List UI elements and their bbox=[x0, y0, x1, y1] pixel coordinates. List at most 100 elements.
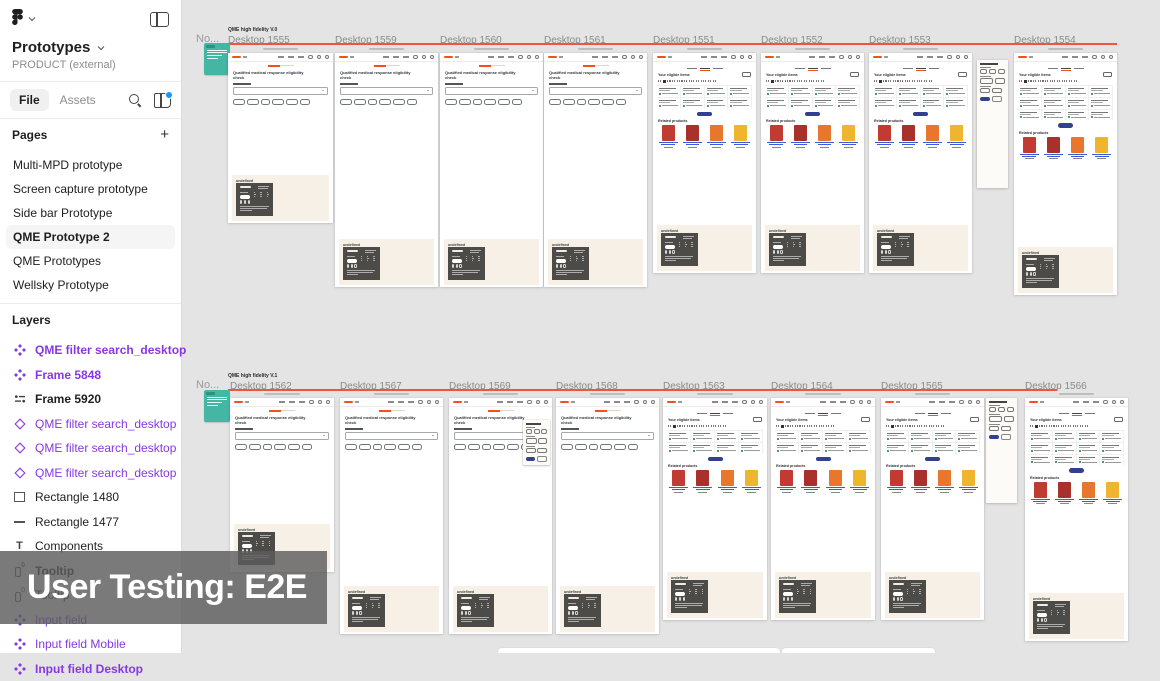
sidebar-layer-item[interactable]: Rectangle 1477 bbox=[0, 510, 181, 535]
mock-site-footer bbox=[448, 247, 485, 279]
frame-annotation bbox=[590, 393, 625, 395]
mock-learn-more-section: undefined bbox=[339, 239, 434, 285]
frame-label[interactable]: Desktop 1567 bbox=[340, 381, 402, 392]
mock-site-footer bbox=[564, 594, 601, 626]
frame-label[interactable]: Desktop 1559 bbox=[335, 35, 397, 46]
mock-learn-more-section: undefined bbox=[765, 225, 860, 271]
mock-learn-more-section: undefined bbox=[560, 586, 655, 632]
sidebar-layer-item[interactable]: QME filter search_desktop bbox=[0, 338, 181, 363]
partial-frame-top[interactable] bbox=[498, 648, 780, 653]
canvas-frame[interactable]: Qualified medical response eligibility c… bbox=[556, 398, 659, 634]
mock-learn-more-section: undefined bbox=[232, 175, 329, 221]
sidebar-layer-item[interactable]: Frame 5848 bbox=[0, 363, 181, 388]
sidebar-page-item[interactable]: Screen capture prototype bbox=[6, 177, 175, 201]
file-subtitle: PRODUCT (external) bbox=[0, 56, 181, 81]
mock-related-products bbox=[761, 124, 864, 150]
frame-label[interactable]: Desktop 1568 bbox=[556, 381, 618, 392]
canvas-frame[interactable]: Qualified medical response eligibility c… bbox=[335, 53, 438, 287]
add-page-icon[interactable]: + bbox=[160, 130, 169, 140]
library-icon[interactable] bbox=[154, 93, 171, 108]
sidebar-page-item[interactable]: QME Prototype 2 bbox=[6, 225, 175, 249]
figma-logo-icon[interactable] bbox=[12, 9, 23, 30]
frame-label[interactable]: Desktop 1554 bbox=[1014, 35, 1076, 46]
frame-annotation bbox=[374, 393, 409, 395]
frame-label[interactable]: Desktop 1561 bbox=[544, 35, 606, 46]
search-icon[interactable] bbox=[128, 93, 142, 107]
mock-site-footer bbox=[877, 233, 914, 265]
frame-annotation bbox=[474, 48, 509, 50]
mock-learn-more-section: undefined bbox=[444, 239, 539, 285]
mock-site-header bbox=[1014, 53, 1117, 62]
mock-learn-more-section: undefined bbox=[873, 225, 968, 271]
filter-panel-frame[interactable] bbox=[977, 60, 1008, 188]
sidebar-layer-item[interactable]: Input field Desktop bbox=[0, 657, 181, 681]
layer-label: Input field Desktop bbox=[35, 662, 143, 676]
mock-results-heading: Your eligible items bbox=[1030, 418, 1062, 422]
filter-panel-frame[interactable] bbox=[986, 398, 1017, 503]
frame-label[interactable]: Desktop 1552 bbox=[761, 35, 823, 46]
canvas-frame[interactable]: Qualified medical response eligibility c… bbox=[340, 398, 443, 634]
main-menu-chevron-icon[interactable] bbox=[28, 15, 36, 23]
sidebar-layer-item[interactable]: QME filter search_desktop bbox=[0, 412, 181, 437]
frame-label[interactable]: Desktop 1563 bbox=[663, 381, 725, 392]
tab-file[interactable]: File bbox=[10, 89, 49, 111]
sidebar-layer-item[interactable]: QME filter search_desktop bbox=[0, 461, 181, 486]
sidebar-tabs: File Assets bbox=[0, 82, 181, 118]
mock-results-heading: Your eligible items bbox=[776, 418, 808, 422]
section-title: QME high fidelity V.0 bbox=[228, 27, 277, 33]
file-title: Prototypes bbox=[12, 39, 90, 56]
sidebar-toggle-icon[interactable] bbox=[150, 12, 169, 27]
sidebar-page-item[interactable]: Wellsky Prototype bbox=[6, 273, 175, 297]
mock-site-footer bbox=[661, 233, 698, 265]
sidebar-layer-item[interactable]: Rectangle 1480 bbox=[0, 485, 181, 510]
mock-learn-more-section: undefined bbox=[1018, 247, 1113, 293]
mock-learn-more-section: undefined bbox=[344, 586, 439, 632]
mock-site-header bbox=[440, 53, 543, 62]
frame-annotation bbox=[369, 48, 404, 50]
sticky-note[interactable] bbox=[204, 43, 230, 75]
frame-label[interactable]: Desktop 1562 bbox=[230, 381, 292, 392]
tab-assets[interactable]: Assets bbox=[51, 89, 105, 111]
sidebar-page-item[interactable]: QME Prototypes bbox=[6, 249, 175, 273]
component-icon bbox=[13, 662, 26, 675]
sidebar-page-item[interactable]: Multi-MPD prototype bbox=[6, 153, 175, 177]
mock-site-footer bbox=[348, 594, 385, 626]
canvas-frame[interactable]: Qualified medical response eligibility c… bbox=[440, 53, 543, 287]
canvas-frame[interactable]: Qualified medical response eligibility c… bbox=[544, 53, 647, 287]
sticky-note[interactable] bbox=[204, 390, 230, 422]
frame-label[interactable]: Desktop 1553 bbox=[869, 35, 931, 46]
frame-label[interactable]: Desktop 1564 bbox=[771, 381, 833, 392]
frame-annotation bbox=[263, 48, 299, 50]
canvas-frame[interactable]: Qualified medical response eligibility c… bbox=[228, 53, 333, 223]
sidebar-layer-item[interactable]: Frame 5920 bbox=[0, 387, 181, 412]
layer-label: Frame 5848 bbox=[35, 368, 101, 382]
file-title-chevron-icon[interactable] bbox=[97, 44, 105, 52]
mock-results-heading: Your eligible items bbox=[766, 73, 798, 77]
mock-related-products bbox=[663, 469, 767, 495]
frame-label[interactable]: Desktop 1565 bbox=[881, 381, 943, 392]
frame-label[interactable]: Desktop 1569 bbox=[449, 381, 511, 392]
mock-results-heading: Your eligible items bbox=[874, 73, 906, 77]
partial-frame-top[interactable] bbox=[782, 648, 935, 653]
section-title: QME high fidelity V.1 bbox=[228, 373, 277, 379]
frame-label[interactable]: Desktop 1555 bbox=[228, 35, 290, 46]
sidebar-layer-item[interactable]: QME filter search_desktop bbox=[0, 436, 181, 461]
canvas-frame[interactable]: Qualified medical response eligibility c… bbox=[230, 398, 334, 572]
canvas-frame[interactable]: Qualified medical response eligibility c… bbox=[449, 398, 552, 634]
sidebar-page-item[interactable]: Side bar Prototype bbox=[6, 201, 175, 225]
frame-label[interactable]: Desktop 1566 bbox=[1025, 381, 1087, 392]
frame-label[interactable]: Desktop 1551 bbox=[653, 35, 715, 46]
mock-site-footer bbox=[1022, 255, 1059, 287]
mock-learn-more-section: undefined bbox=[885, 572, 980, 618]
frame-label[interactable]: Desktop 1560 bbox=[440, 35, 502, 46]
layer-label: QME filter search_desktop bbox=[35, 343, 186, 357]
